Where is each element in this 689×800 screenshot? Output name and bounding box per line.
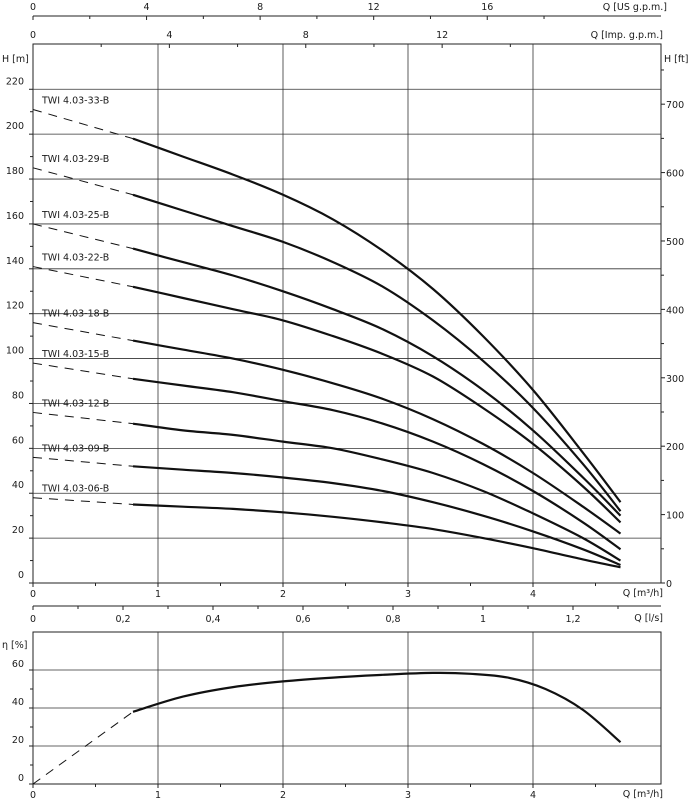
top1-tick-label: 12 [368, 2, 380, 13]
series-label: TWI 4.03-25-B [41, 210, 109, 221]
y2-tick-label: 200 [666, 442, 684, 453]
x-tick-label: 4 [530, 589, 536, 600]
y2-axis-label: H [ft] [664, 54, 688, 65]
y2-tick-label: 100 [666, 511, 684, 522]
eff-x-tick-label: 1 [155, 790, 161, 800]
series-line [132, 247, 622, 517]
series-dashed-extension [32, 108, 134, 140]
y-tick-label: 20 [12, 525, 24, 536]
eff-dashed-extension [32, 711, 134, 785]
series-line [132, 285, 622, 524]
ls-tick-label: 0,6 [295, 614, 310, 625]
top1-tick-label: 8 [257, 2, 263, 13]
top2-tick-label: 12 [436, 30, 448, 41]
ls-tick-label: 0,4 [205, 614, 220, 625]
y-tick-label: 120 [6, 301, 24, 312]
y-tick-label: 180 [6, 166, 24, 177]
efficiency-line [132, 671, 622, 744]
series-line [132, 339, 622, 535]
series-dashed-extension [32, 167, 134, 196]
series-label: TWI 4.03-29-B [41, 154, 109, 165]
top1-tick-label: 4 [144, 2, 150, 13]
series-dashed-extension [32, 266, 134, 288]
y-tick-label: 0 [18, 570, 24, 581]
top-axis-2-label: Q [Imp. g.p.m.] [591, 30, 663, 41]
eff-y-tick-label: 40 [12, 697, 24, 708]
y-tick-label: 60 [12, 435, 24, 446]
eff-x-tick-label: 2 [280, 790, 286, 800]
x-axis-label: Q [m³/h] [623, 588, 663, 599]
ls-tick-label: 1 [480, 614, 486, 625]
series-dashed-extension [32, 362, 134, 380]
y-tick-label: 160 [6, 211, 24, 222]
eff-y-tick-label: 0 [18, 773, 24, 784]
y-axis-label: H [m] [2, 54, 29, 65]
x-tick-label: 3 [405, 589, 411, 600]
x-tick-label: 2 [280, 589, 286, 600]
top-axis-1-label: Q [US g.p.m.] [603, 2, 667, 13]
y-tick-label: 80 [12, 390, 24, 401]
series-label: TWI 4.03-12-B [41, 398, 109, 409]
top2-tick-label: 0 [30, 30, 36, 41]
eff-x-tick-label: 0 [30, 790, 36, 800]
eff-ticks: 0 20 40 60 0 1 2 3 4 [12, 659, 596, 800]
top2-tick-label: 4 [166, 30, 172, 41]
series-line [132, 193, 622, 512]
x-tick-label: 1 [155, 589, 161, 600]
top1-tick-label: 16 [481, 2, 493, 13]
series-dashed-extension [32, 497, 134, 505]
x-tick-label: 0 [30, 589, 36, 600]
series-label: TWI 4.03-09-B [41, 443, 109, 454]
head-grid [33, 44, 661, 583]
series-dashed-extension [32, 456, 134, 467]
y2-tick-label: 400 [666, 305, 684, 316]
eff-y-axis-label: η [%] [2, 640, 27, 651]
ls-tick-label: 0,2 [115, 614, 130, 625]
series-label: TWI 4.03-33-B [41, 95, 109, 106]
head-series: TWI 4.03-33-B TWI 4.03-29-B TWI 4.03-25-B T… [32, 95, 622, 569]
series-label: TWI 4.03-22-B [41, 253, 109, 264]
series-label: TWI 4.03-15-B [41, 349, 109, 360]
series-line [132, 137, 622, 503]
y2-tick-label: 600 [666, 169, 684, 180]
eff-grid [33, 632, 661, 784]
efficiency-chart: 0 20 40 60 0 1 2 3 4 η [%] Q [m³/h] [2, 631, 663, 800]
series-dashed-extension [32, 223, 134, 250]
series-label: TWI 4.03-18-B [41, 309, 109, 320]
y2-tick-label: 700 [666, 100, 684, 111]
series-dashed-extension [32, 322, 134, 342]
eff-y-tick-label: 20 [12, 735, 24, 746]
series-line [132, 503, 621, 569]
y2-tick-label: 0 [666, 579, 672, 590]
ls-tick-label: 0 [30, 614, 36, 625]
bottom-axis-2-label: Q [l/s] [634, 613, 663, 624]
ls-axis: Q [l/s] 0 0,2 0,4 0,6 0,8 1 1,2 [30, 605, 663, 625]
eff-x-tick-label: 4 [530, 790, 536, 800]
y-tick-label: 40 [12, 480, 24, 491]
y2-tick-label: 500 [666, 237, 684, 248]
y-tick-label: 220 [6, 76, 24, 87]
ls-tick-label: 0,8 [385, 614, 400, 625]
series-line [132, 422, 622, 562]
y-tick-label: 140 [6, 256, 24, 267]
series-dashed-extension [32, 411, 134, 425]
eff-y-tick-label: 60 [12, 659, 24, 670]
top2-tick-label: 8 [303, 30, 309, 41]
eff-series [32, 671, 622, 785]
eff-x-tick-label: 3 [405, 790, 411, 800]
ls-tick-label: 1,2 [565, 614, 580, 625]
series-label: TWI 4.03-06-B [41, 484, 109, 495]
y-tick-label: 100 [6, 346, 24, 357]
top-axes: Q [US g.p.m.] Q [Imp. g.p.m.] 0 4 8 12 16 0 4 8… [30, 2, 667, 48]
series-line [132, 377, 622, 551]
eff-x-axis-label: Q [m³/h] [623, 789, 663, 800]
y2-tick-label: 300 [666, 374, 684, 385]
series-line [132, 465, 621, 567]
y-tick-label: 200 [6, 121, 24, 132]
top1-tick-label: 0 [30, 2, 36, 13]
